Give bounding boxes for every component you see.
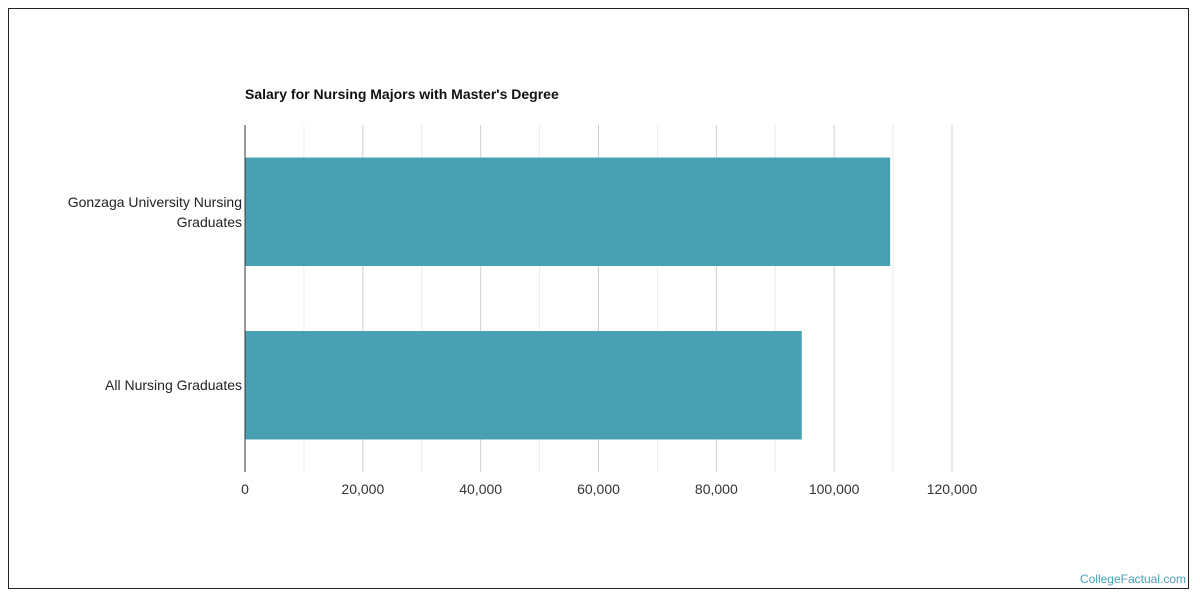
x-tick-label: 40,000 xyxy=(459,481,503,497)
x-tick-label: 100,000 xyxy=(808,481,860,497)
x-tick-label: 60,000 xyxy=(577,481,620,497)
chart-title: Salary for Nursing Majors with Master's … xyxy=(245,86,559,102)
category-label-line: All Nursing Graduates xyxy=(105,377,242,394)
category-label-line: Gonzaga University Nursing xyxy=(67,193,242,210)
watermark-link[interactable]: CollegeFactual.com xyxy=(1079,572,1186,586)
bar[interactable] xyxy=(245,157,891,266)
category-label: All Nursing Graduates xyxy=(12,375,242,395)
x-tick-label: 80,000 xyxy=(694,481,738,497)
category-label-line: Graduates xyxy=(176,213,242,230)
x-tick-label: 0 xyxy=(241,481,249,497)
category-label: Gonzaga University Nursing Graduates xyxy=(12,192,242,232)
bar[interactable] xyxy=(245,331,802,440)
x-tick-label: 20,000 xyxy=(341,481,385,497)
x-tick-label: 120,000 xyxy=(926,481,978,497)
